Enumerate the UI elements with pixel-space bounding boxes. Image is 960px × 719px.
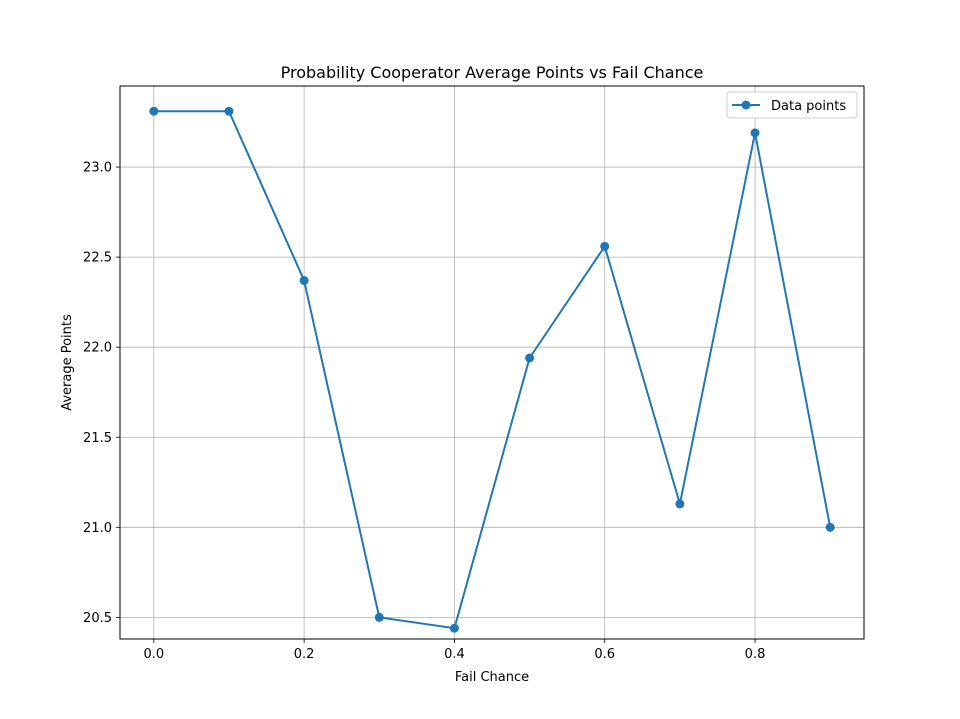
series-layer <box>149 106 835 633</box>
plot-frame <box>119 85 865 640</box>
data-point <box>825 522 835 532</box>
data-point <box>449 623 459 633</box>
x-axis-label: Fail Chance <box>455 670 529 685</box>
data-point <box>374 612 384 622</box>
data-point <box>750 128 760 138</box>
chart-title: Probability Cooperator Average Points vs… <box>281 63 704 82</box>
y-tick-label: 23.0 <box>83 161 112 176</box>
data-point <box>525 353 535 363</box>
x-tick-label: 0.8 <box>745 647 766 662</box>
series-line <box>153 110 832 630</box>
x-tick-label: 0.4 <box>444 647 465 662</box>
y-tick-label: 22.5 <box>83 251 112 266</box>
legend-box <box>726 91 858 119</box>
y-tick-label: 22.0 <box>83 341 112 356</box>
y-axis-label: Average Points <box>60 314 75 411</box>
grid <box>120 86 864 639</box>
data-point <box>675 499 685 509</box>
y-tick-label: 21.0 <box>83 521 112 536</box>
legend-label: Data points <box>771 99 846 114</box>
data-point <box>149 106 159 116</box>
data-point <box>600 241 610 251</box>
legend: Data points <box>726 91 858 119</box>
data-point <box>299 276 309 286</box>
x-tick-label: 0.6 <box>594 647 615 662</box>
x-tick-label: 0.2 <box>294 647 315 662</box>
y-tick-label: 21.5 <box>83 431 112 446</box>
legend-marker <box>741 100 751 110</box>
ticks: 0.0 0.2 0.4 0.6 0.8 20.5 21.0 21.5 22.0 22.5 23.0 <box>83 161 765 662</box>
data-point <box>224 106 234 116</box>
y-tick-label: 20.5 <box>83 611 112 626</box>
x-tick-label: 0.0 <box>143 647 164 662</box>
